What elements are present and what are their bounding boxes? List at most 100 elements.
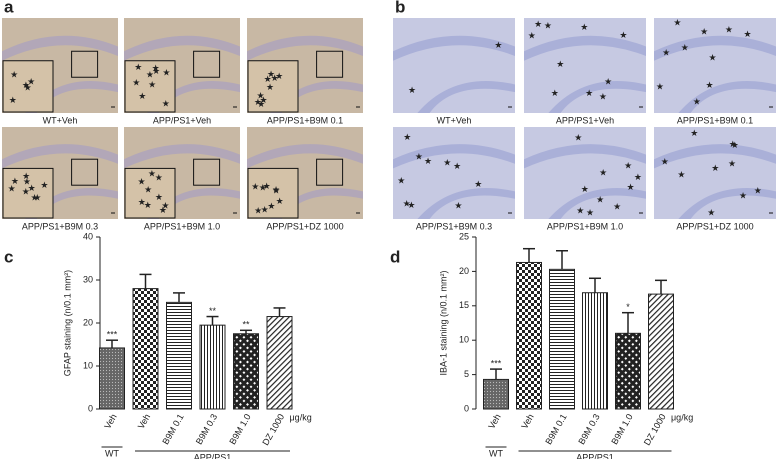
cell-marker: ★ [23,176,31,186]
cell-marker: ★ [33,193,41,203]
bar [99,347,125,410]
caption: APP/PS1+B9M 1.0 [547,221,623,231]
cell-marker: ★ [254,97,262,107]
cell-marker: ★ [24,82,32,92]
unit-label: μg/kg [671,412,693,422]
y-tick-label: 25 [459,231,469,241]
cell-marker: ★ [261,204,269,214]
significance: ** [209,306,217,316]
cell-marker: ★ [454,201,462,211]
group-label: APP/PS1 [194,452,232,459]
inset [2,60,54,113]
significance: * [626,302,630,312]
inset-box [193,158,221,186]
y-tick-label: 20 [83,317,93,327]
panel-label: a [4,0,14,16]
cell-marker: ★ [453,161,461,171]
cell-marker: ★ [10,70,18,80]
cell-marker: ★ [700,27,708,37]
significance: ** [242,320,250,330]
cell-marker: ★ [276,196,284,206]
cell-marker: ★ [397,176,405,186]
cell-marker: ★ [146,69,154,79]
tissue-band [654,35,776,61]
cell-marker: ★ [728,158,736,168]
caption: APP/PS1+B9M 0.3 [22,221,98,231]
cell-marker: ★ [159,205,167,215]
inset [124,167,176,219]
cell-marker: ★ [415,151,423,161]
x-tick-label: Veh [136,412,152,430]
inset-box [71,158,99,186]
inset [247,60,299,113]
cell-marker: ★ [599,167,607,177]
y-tick-label: 10 [83,360,93,370]
bar [582,292,608,410]
inset-box [193,50,221,78]
caption: APP/PS1+Veh [556,115,614,125]
cell-marker: ★ [257,99,265,109]
cell-marker: ★ [494,40,502,50]
cell-marker: ★ [22,80,30,90]
tissue-band [548,80,646,113]
cell-marker: ★ [162,67,170,77]
cell-marker: ★ [27,76,35,86]
group-label: WT [489,448,503,458]
cell-marker: ★ [266,82,274,92]
cell-marker: ★ [408,85,416,95]
cell-marker: ★ [744,29,752,39]
cell-marker: ★ [152,63,160,73]
cell-marker: ★ [260,95,268,105]
cell-marker: ★ [574,133,582,143]
cell-marker: ★ [474,179,482,189]
caption: WT+Veh [437,115,472,125]
y-tick-label: 30 [83,274,93,284]
tissue-band [524,144,646,169]
x-tick-label: B9M 0.3 [576,412,601,446]
cell-marker: ★ [138,197,146,207]
cell-marker: ★ [556,59,564,69]
caption: APP/PS1+B9M 0.1 [267,115,343,125]
caption: APP/PS1+Veh [153,115,211,125]
y-tick-label: 40 [83,231,93,241]
tissue-band [2,35,118,61]
tissue-band [678,187,776,219]
bar [132,288,159,410]
bar [199,324,226,410]
cell-marker: ★ [162,99,170,109]
x-tick-label: Veh [519,412,535,430]
cell-marker: ★ [11,176,19,186]
x-tick-label: Veh [102,412,118,430]
x-tick-label: Veh [486,412,502,430]
cell-marker: ★ [544,21,552,31]
significance: *** [491,358,502,368]
cell-marker: ★ [137,177,145,187]
micrograph [654,127,776,219]
tissue-band [124,35,240,61]
tissue-band [393,144,515,169]
cell-marker: ★ [619,30,627,40]
cell-marker: ★ [661,157,669,167]
caption: APP/PS1+DZ 1000 [676,221,753,231]
bar [233,333,259,410]
cell-marker: ★ [662,48,670,58]
y-tick-label: 0 [88,403,93,413]
cell-marker: ★ [596,194,604,204]
tissue-band [417,187,515,219]
cell-marker: ★ [711,163,719,173]
cell-marker: ★ [424,156,432,166]
inset [124,60,176,113]
cell-marker: ★ [581,184,589,194]
inset [2,167,54,219]
tissue-band [417,80,515,113]
caption: APP/PS1+B9M 1.0 [144,221,220,231]
cell-marker: ★ [599,91,607,101]
y-tick-label: 10 [459,335,469,345]
cell-marker: ★ [729,139,737,149]
cell-marker: ★ [634,172,642,182]
caption: WT+Veh [43,115,78,125]
cell-marker: ★ [739,191,747,201]
bar [166,301,192,410]
cell-marker: ★ [251,181,259,191]
unit-label: μg/kg [290,412,312,422]
